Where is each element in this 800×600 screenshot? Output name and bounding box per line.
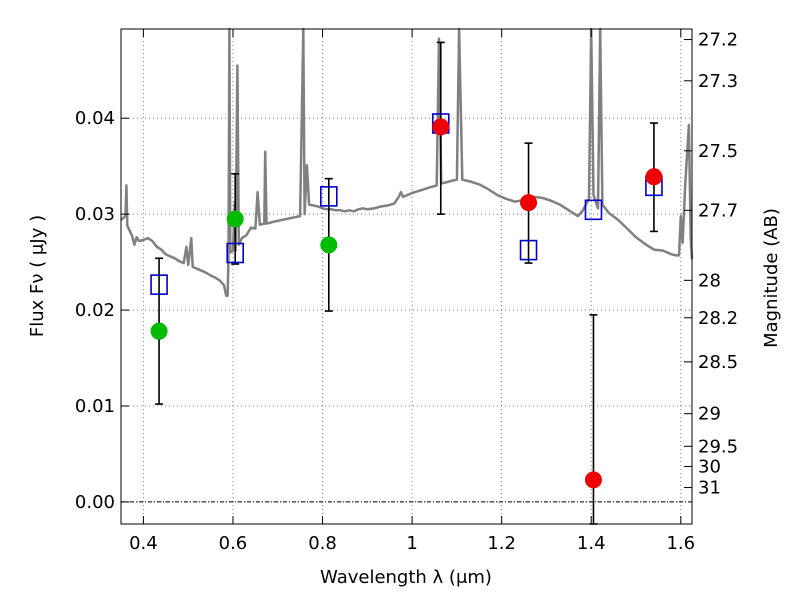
x-tick-label: 1.4: [577, 533, 606, 554]
right-axis-label: Magnitude (AB): [761, 208, 782, 348]
right-tick-label: 27.3: [698, 71, 738, 92]
right-tick-label: 27.5: [698, 141, 738, 162]
x-tick-label: 0.6: [219, 533, 248, 554]
model-photometry-square: [519, 239, 538, 261]
red-data-point: [645, 168, 663, 186]
plot-frame: [120, 28, 693, 525]
right-tick-label: 30: [698, 456, 721, 477]
x-tick-label: 0.4: [129, 533, 158, 554]
y-axis-label: Flux Fν ( μJy ): [27, 215, 48, 337]
red-data-point: [520, 194, 538, 212]
x-tick-label: 1.6: [666, 533, 695, 554]
model-photometry-square: [226, 242, 244, 264]
y-tick-label: 0.04: [75, 108, 115, 129]
red-data-point: [584, 471, 602, 489]
y-tick-label: 0.02: [75, 300, 115, 321]
model-photometry-square: [319, 186, 338, 207]
right-tick-label: 28.5: [698, 352, 738, 373]
y-tick-label: 0.01: [75, 396, 115, 417]
red-data-point: [432, 118, 450, 136]
data-markers: [150, 113, 663, 489]
y-tick-label: 0.00: [75, 492, 115, 513]
right-tick-label: 27.2: [698, 30, 738, 51]
model-spectrum: [120, 27, 694, 297]
x-tick-label: 0.8: [308, 533, 337, 554]
green-data-point: [320, 236, 338, 254]
right-tick-label: 27.7: [698, 200, 738, 221]
model-photometry-square: [584, 199, 603, 221]
right-tick-label: 31: [698, 478, 721, 499]
y-tick-label: 0.03: [75, 204, 115, 225]
right-tick-label: 28.2: [698, 308, 738, 329]
right-tick-label: 29.5: [698, 436, 738, 457]
green-data-point: [150, 322, 168, 340]
model-photometry-square: [150, 274, 168, 295]
axis-ticks: 0.4 0.6 0.8 1 1.2 1.4 1.6 0.00 0.01 0.02 0.03 0.04 2…: [75, 29, 738, 554]
x-tick-label: 1.2: [487, 533, 516, 554]
green-data-point: [226, 210, 244, 228]
right-tick-label: 28: [698, 270, 721, 291]
right-tick-label: 29: [698, 404, 721, 425]
grid-lines: [121, 29, 692, 524]
x-axis-label: Wavelength λ (μm): [320, 567, 492, 588]
model-spectrum-line: [120, 27, 694, 297]
x-tick-label: 1: [406, 533, 417, 554]
